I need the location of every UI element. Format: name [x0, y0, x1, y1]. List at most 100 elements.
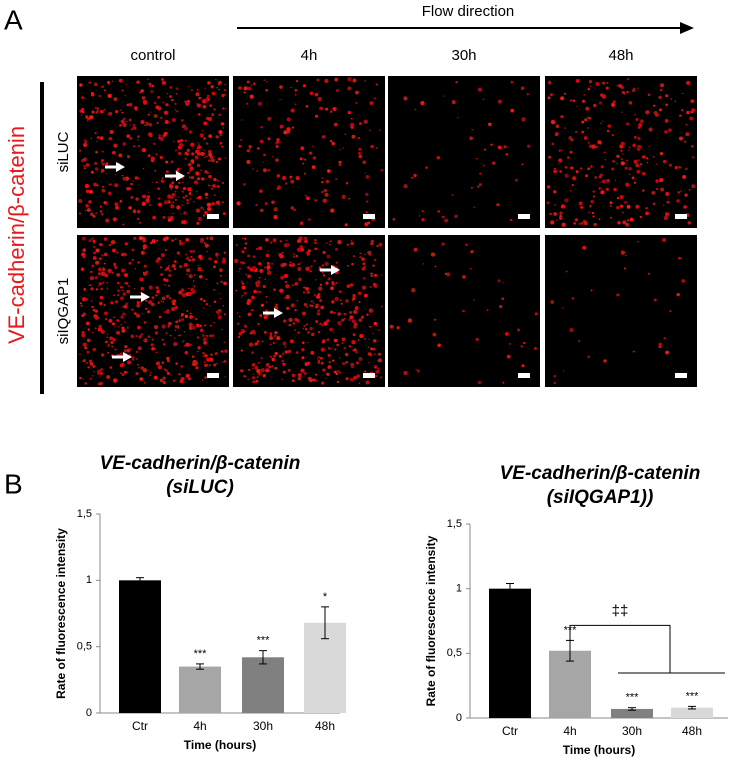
stain	[188, 274, 193, 279]
stain	[645, 207, 648, 210]
stain	[372, 282, 377, 287]
stain	[251, 376, 256, 380]
stain	[174, 238, 177, 240]
stain	[477, 380, 482, 385]
stain	[153, 114, 158, 118]
row-label: siLUC	[55, 131, 72, 172]
stain	[305, 323, 308, 326]
stain	[285, 243, 290, 247]
stain	[670, 98, 672, 100]
stain	[358, 151, 361, 155]
stain	[642, 189, 645, 192]
stain	[202, 379, 204, 381]
stain	[313, 260, 316, 262]
stain	[88, 359, 92, 363]
stain	[616, 162, 618, 165]
stain	[652, 202, 656, 206]
stain	[188, 192, 192, 195]
stain	[183, 344, 186, 347]
micrographs	[77, 76, 697, 387]
stain	[575, 170, 579, 174]
stain	[177, 139, 181, 144]
stain	[200, 259, 202, 261]
stain	[99, 301, 103, 306]
stain	[345, 377, 349, 381]
stain	[152, 181, 154, 183]
stain	[166, 92, 168, 95]
stain	[279, 98, 281, 101]
stain	[245, 273, 247, 276]
stain	[321, 181, 324, 184]
stain	[274, 351, 278, 356]
stain	[181, 318, 185, 322]
stain	[621, 111, 623, 113]
stain	[637, 136, 641, 141]
stain	[635, 204, 640, 209]
stain	[333, 370, 337, 374]
stain	[195, 318, 198, 321]
stain	[149, 85, 152, 88]
stain	[352, 348, 355, 351]
stain	[206, 250, 208, 253]
stain	[202, 355, 204, 357]
stain	[93, 371, 95, 373]
stain	[342, 147, 344, 149]
stain	[276, 138, 280, 142]
stain	[218, 292, 221, 295]
stain	[206, 357, 211, 362]
stain	[100, 168, 105, 173]
stain	[264, 278, 267, 281]
stain	[186, 256, 190, 260]
stain	[86, 350, 90, 354]
stain	[92, 347, 97, 352]
stain	[337, 312, 342, 316]
stain	[121, 111, 124, 114]
stain	[316, 78, 320, 82]
stain	[331, 282, 335, 286]
stain	[112, 217, 117, 222]
stain	[94, 167, 99, 171]
stain	[290, 179, 295, 184]
stain	[633, 181, 637, 184]
stain	[169, 85, 173, 89]
stain	[454, 214, 458, 219]
stain	[165, 160, 169, 164]
stain	[310, 265, 313, 268]
stain	[589, 204, 592, 208]
stain	[211, 91, 216, 96]
stain	[181, 177, 184, 179]
stain	[164, 268, 167, 271]
stain	[106, 281, 109, 284]
stain	[84, 346, 88, 350]
stain	[124, 242, 128, 246]
stain	[327, 347, 330, 349]
stain	[91, 110, 95, 114]
stain	[314, 114, 319, 118]
stain	[215, 160, 219, 164]
stain	[285, 239, 288, 242]
stain	[213, 177, 217, 182]
stain	[281, 360, 284, 363]
stain	[616, 293, 620, 297]
stain	[155, 181, 158, 184]
stain	[149, 204, 152, 207]
stain	[647, 93, 651, 97]
stain	[106, 333, 109, 336]
stain	[181, 341, 184, 343]
arrow-head	[331, 265, 340, 275]
stain	[301, 341, 305, 345]
stain	[342, 362, 346, 366]
stain	[81, 330, 85, 334]
stain	[669, 310, 672, 313]
stain	[350, 125, 354, 129]
stain	[197, 145, 202, 150]
stain	[616, 84, 619, 87]
stain	[367, 352, 372, 356]
stain	[163, 110, 169, 115]
stain	[142, 236, 145, 240]
stain	[171, 300, 174, 303]
stain	[95, 111, 98, 114]
stain	[462, 309, 465, 313]
stain	[349, 283, 354, 287]
stain	[190, 159, 195, 163]
